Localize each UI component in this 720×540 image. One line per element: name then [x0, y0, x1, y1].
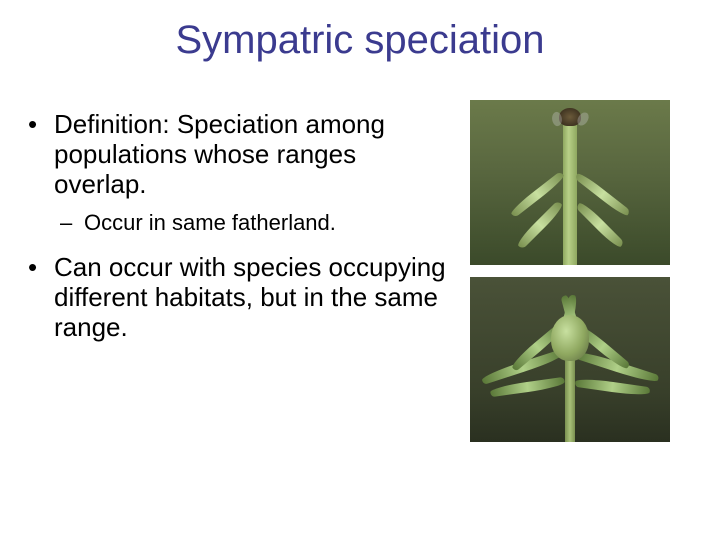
bullet-text: Can occur with species occupying differe…	[54, 253, 448, 343]
sub-bullet-text: Occur in same fatherland.	[84, 210, 336, 235]
bullet-marker: •	[28, 253, 54, 343]
sub-bullet-marker: –	[60, 210, 84, 235]
bullet-marker: •	[28, 110, 54, 200]
image-insect-on-plant	[470, 100, 670, 265]
image-plant-bud	[470, 277, 670, 442]
plant-leaf	[575, 377, 651, 397]
plant-stem	[563, 120, 577, 265]
image-column	[470, 100, 670, 454]
text-content: • Definition: Speciation among populatio…	[28, 110, 448, 353]
plant-stem	[565, 352, 575, 442]
plant-bud	[551, 315, 589, 361]
bullet-habitats: • Can occur with species occupying diffe…	[28, 253, 448, 343]
bullet-definition: • Definition: Speciation among populatio…	[28, 110, 448, 200]
sub-bullet-fatherland: – Occur in same fatherland.	[60, 210, 448, 235]
slide-title: Sympatric speciation	[0, 18, 720, 63]
plant-leaf	[490, 377, 566, 397]
bullet-text: Definition: Speciation among populations…	[54, 110, 448, 200]
insect	[559, 108, 581, 126]
